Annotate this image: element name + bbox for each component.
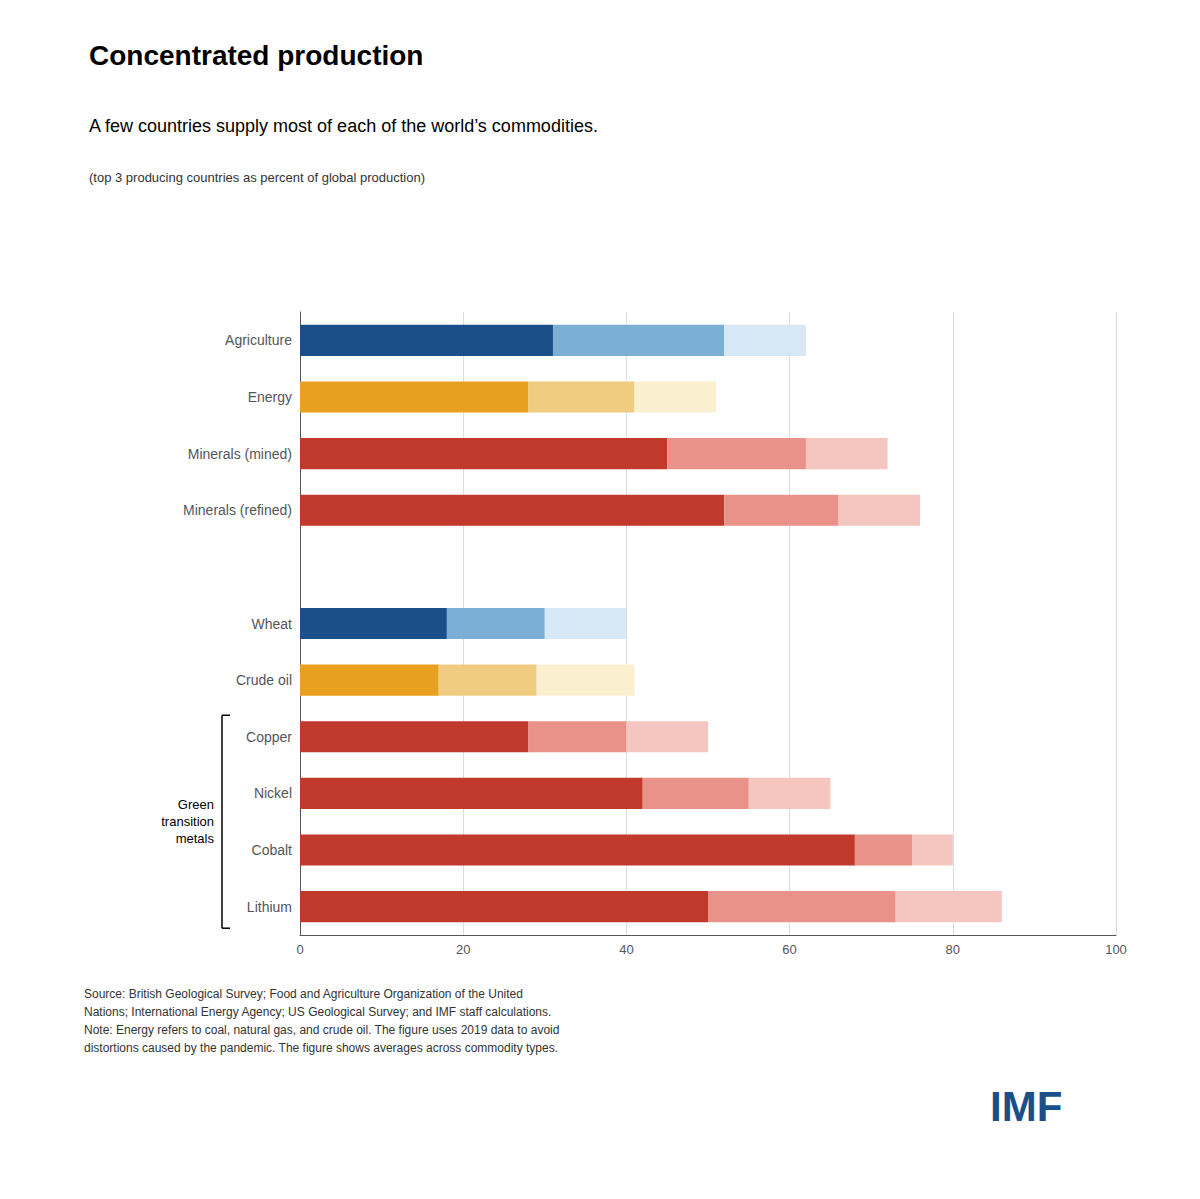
svg-text:20: 20 [456, 942, 470, 957]
svg-text:Copper: Copper [246, 729, 292, 745]
svg-text:IMF: IMF [990, 1083, 1062, 1130]
svg-text:Lithium: Lithium [247, 899, 292, 915]
svg-text:Nickel: Nickel [254, 785, 292, 801]
svg-text:Crude oil: Crude oil [236, 672, 292, 688]
svg-text:Cobalt: Cobalt [252, 842, 293, 858]
svg-text:40: 40 [619, 942, 633, 957]
svg-text:transition: transition [161, 814, 214, 829]
svg-text:60: 60 [782, 942, 796, 957]
svg-text:Concentrated production: Concentrated production [89, 40, 423, 71]
svg-text:Wheat: Wheat [252, 616, 293, 632]
svg-text:Minerals (refined): Minerals (refined) [183, 502, 292, 518]
svg-text:Note: Energy refers to coal, n: Note: Energy refers to coal, natural gas… [84, 1023, 559, 1037]
svg-text:distortions caused by the pand: distortions caused by the pandemic. The … [84, 1041, 558, 1055]
svg-text:Agriculture: Agriculture [225, 332, 292, 348]
svg-text:Green: Green [178, 797, 214, 812]
svg-text:Energy: Energy [248, 389, 292, 405]
svg-text:metals: metals [176, 831, 215, 846]
svg-text:100: 100 [1105, 942, 1127, 957]
svg-text:Nations; International Energy: Nations; International Energy Agency; US… [84, 1005, 551, 1019]
svg-text:0: 0 [296, 942, 303, 957]
svg-text:Minerals (mined): Minerals (mined) [188, 446, 292, 462]
svg-text:(top 3 producing countries as: (top 3 producing countries as percent of… [89, 170, 425, 185]
svg-text:Source: British Geological Sur: Source: British Geological Survey; Food … [84, 987, 523, 1001]
svg-text:80: 80 [946, 942, 960, 957]
svg-text:A few countries supply most of: A few countries supply most of each of t… [89, 116, 598, 136]
